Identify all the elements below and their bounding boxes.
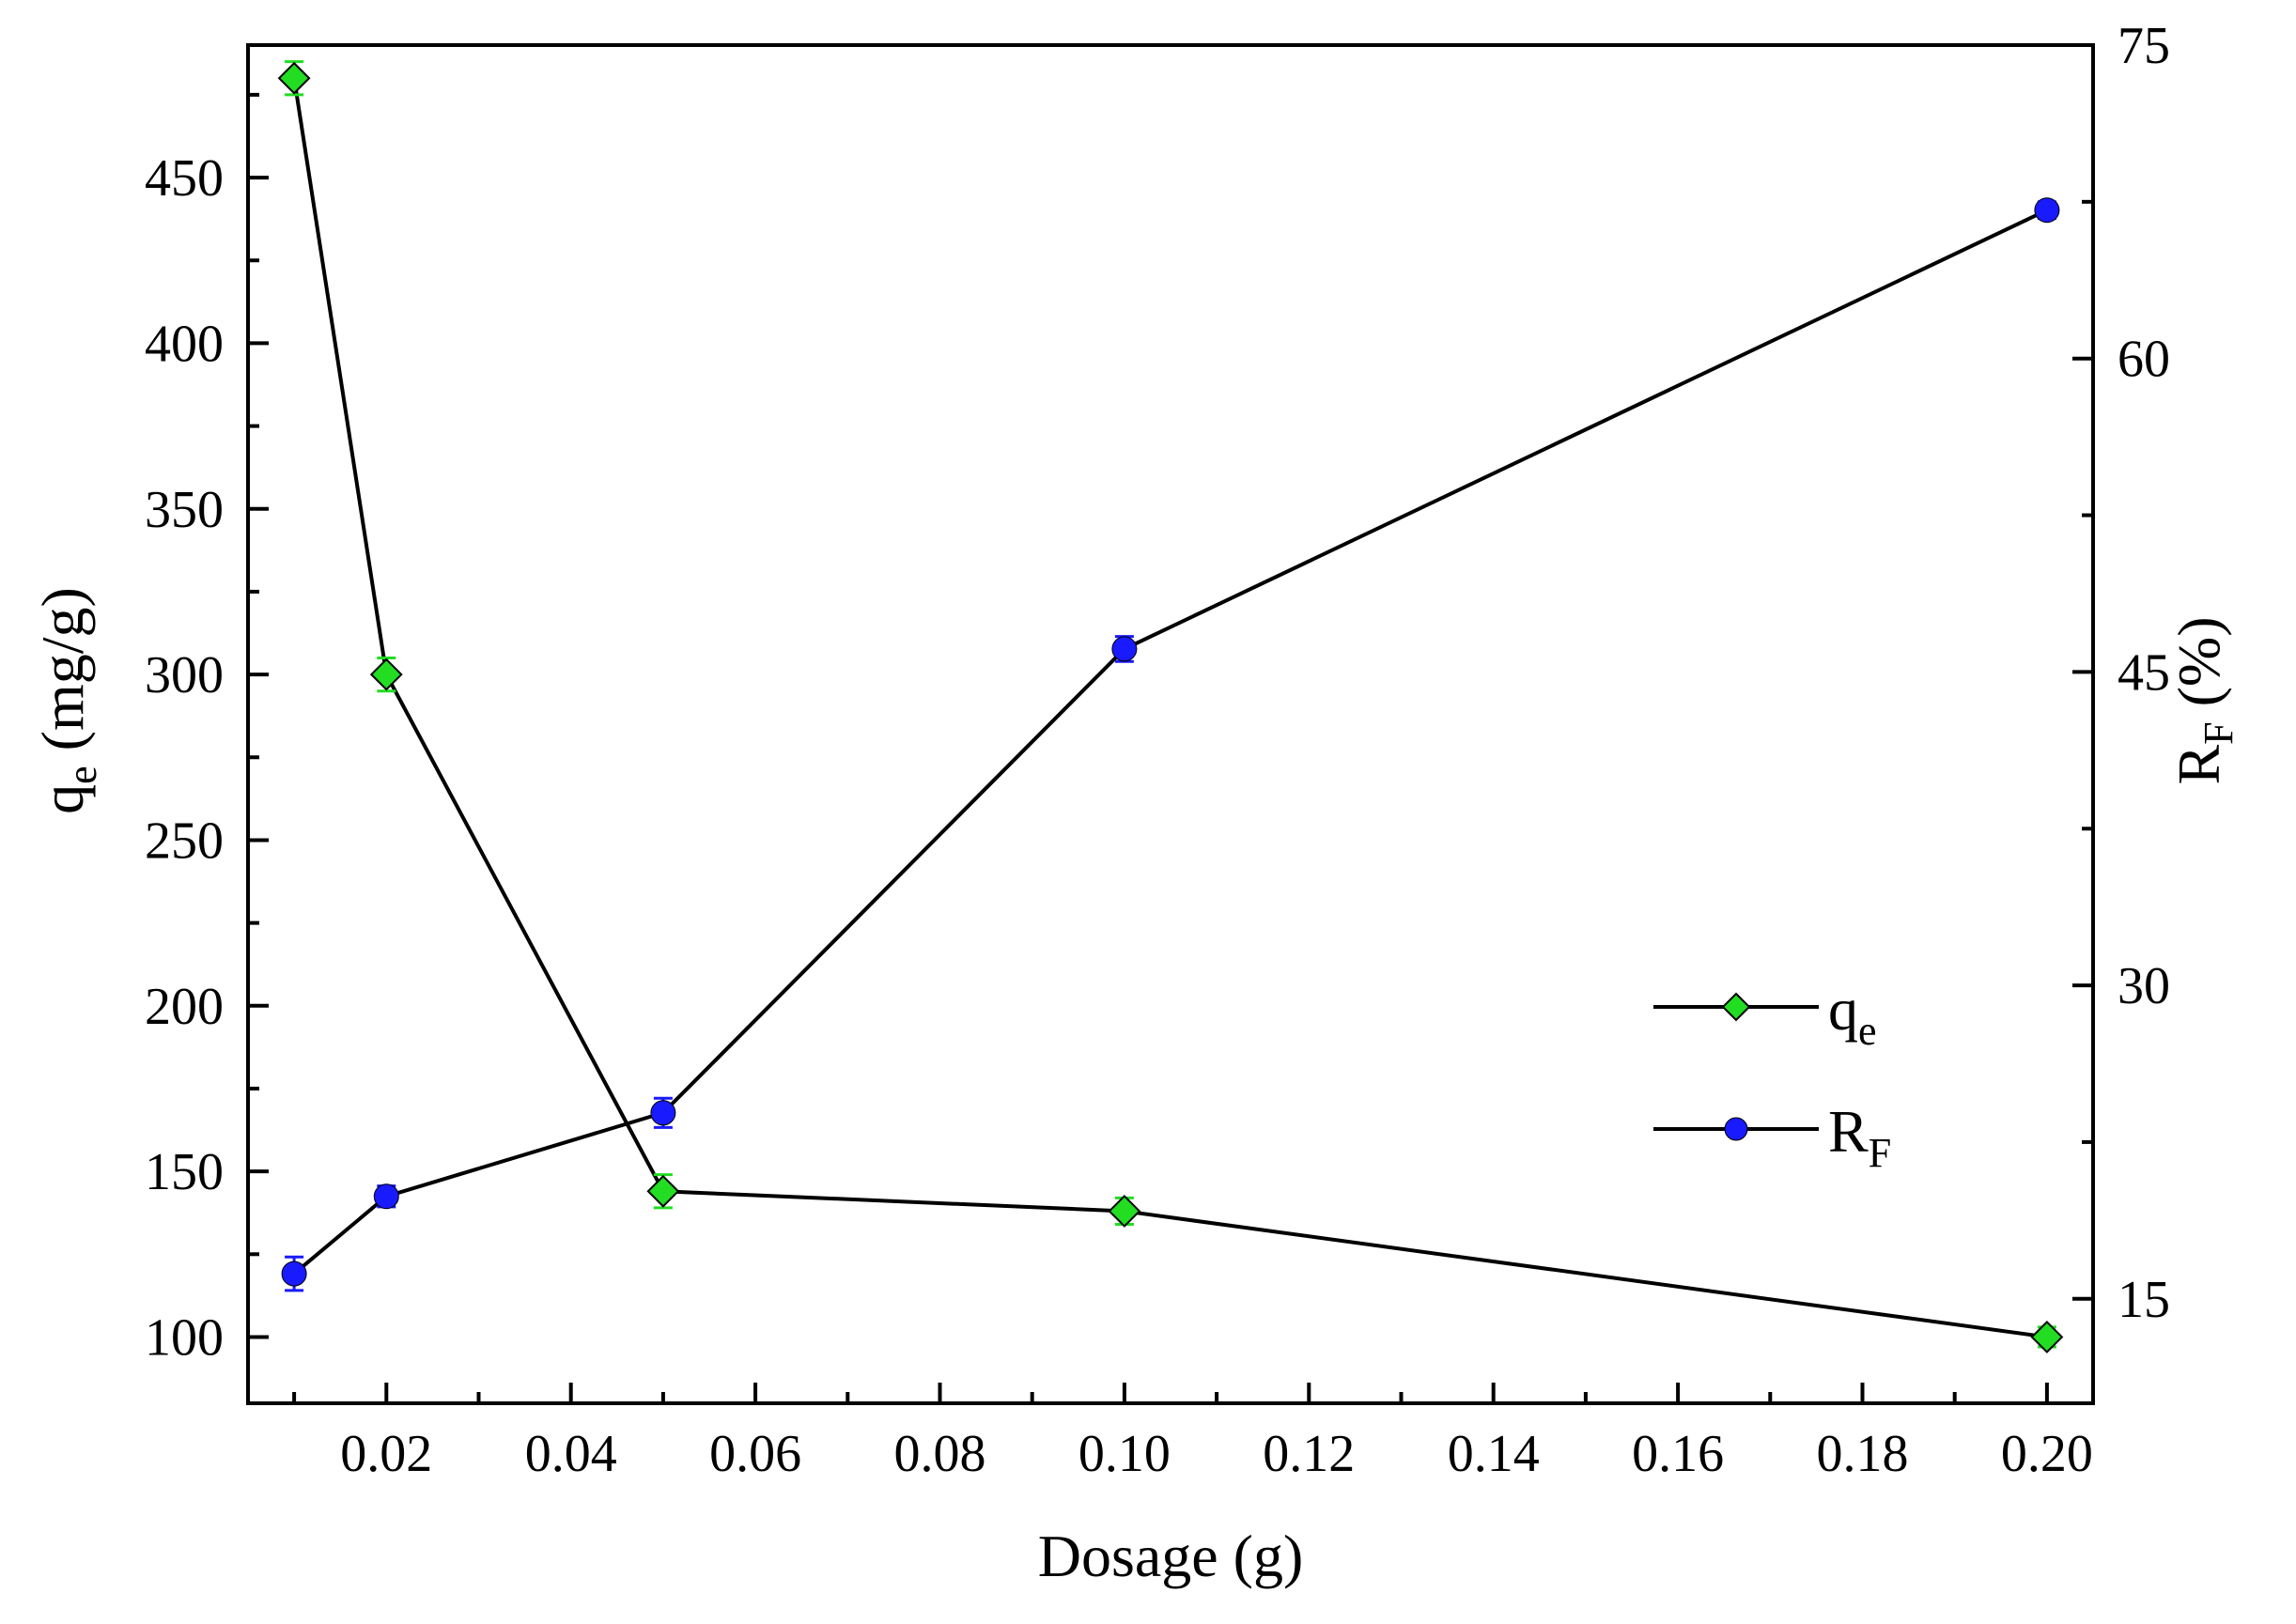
- left-y-tick-label: 250: [145, 812, 224, 870]
- x-tick-label: 0.10: [1078, 1425, 1171, 1483]
- right-y-tick-label: 15: [2118, 1271, 2170, 1329]
- right-y-tick-label: 45: [2118, 643, 2170, 702]
- left-y-tick-label: 300: [145, 646, 224, 704]
- left-y-axis-ticks: 100 150 200 250 300 350 400 450: [145, 92, 269, 1367]
- plot-frame: [246, 43, 2095, 1405]
- left-y-tick-label: 150: [145, 1143, 224, 1201]
- legend-label-qe: qe: [1828, 976, 1877, 1054]
- x-tick-label: 0.14: [1448, 1425, 1540, 1483]
- series-qe-point: [2030, 1321, 2064, 1353]
- legend-label-rf: RF: [1828, 1098, 1891, 1176]
- legend-label-qe-sub: e: [1858, 1008, 1877, 1054]
- right-y-axis-title: RF (%): [2165, 616, 2242, 784]
- legend-label-rf-main: R: [1828, 1098, 1869, 1165]
- right-y-axis-ticks: 15 30 45 60 75: [2072, 17, 2170, 1329]
- right-y-axis-title-main: R: [2165, 745, 2232, 785]
- series-rf-line: [292, 208, 2048, 1276]
- right-y-tick-label: 75: [2118, 17, 2170, 75]
- x-axis-ticks: 0.02 0.04 0.06 0.08 0.10 0.12 0.14 0.16 0.18 0.20: [292, 1383, 2093, 1483]
- left-y-axis-title-rest: (mg/g): [29, 587, 96, 766]
- series-qe-point: [1108, 1195, 1141, 1228]
- legend-label-rf-sub: F: [1869, 1130, 1891, 1176]
- series-qe-line: [292, 77, 2048, 1339]
- series-rf-point: [281, 1261, 307, 1287]
- left-y-tick-label: 450: [145, 149, 224, 208]
- x-tick-label: 0.06: [709, 1425, 801, 1483]
- legend-label-qe-main: q: [1828, 976, 1858, 1043]
- x-tick-label: 0.16: [1632, 1425, 1724, 1483]
- left-y-tick-label: 200: [145, 978, 224, 1036]
- x-tick-label: 0.12: [1263, 1425, 1355, 1483]
- left-y-tick-label: 100: [145, 1308, 224, 1367]
- x-tick-label: 0.20: [2001, 1425, 2093, 1483]
- left-y-axis-title-main: q: [29, 784, 96, 814]
- legend: qe RF: [1653, 976, 1891, 1176]
- left-y-axis-title: qe (mg/g): [29, 587, 105, 814]
- series-qe-point: [646, 1174, 680, 1208]
- series-rf-point: [1111, 636, 1138, 662]
- series-rf-point: [373, 1183, 399, 1210]
- x-tick-label: 0.04: [525, 1425, 617, 1483]
- legend-marker-diamond: [1721, 992, 1751, 1022]
- series-qe-point: [369, 657, 403, 691]
- right-y-tick-label: 30: [2118, 957, 2170, 1015]
- series-qe-point: [277, 61, 311, 95]
- x-tick-label: 0.02: [340, 1425, 432, 1483]
- series-rf-point: [2034, 197, 2060, 224]
- right-y-tick-label: 60: [2118, 331, 2170, 389]
- plot-axes: [246, 43, 2095, 1405]
- right-y-axis-title-rest: (%): [2165, 616, 2232, 721]
- x-tick-label: 0.18: [1817, 1425, 1909, 1483]
- series-rf-point: [650, 1100, 676, 1126]
- legend-item-rf: RF: [1653, 1098, 1891, 1176]
- series-group: [277, 60, 2064, 1353]
- right-y-axis-title-sub: F: [2195, 721, 2242, 744]
- x-tick-label: 0.08: [894, 1425, 986, 1483]
- x-axis-title: Dosage (g): [1038, 1523, 1304, 1589]
- left-y-tick-label: 350: [145, 481, 224, 539]
- left-y-tick-label: 400: [145, 315, 224, 373]
- legend-marker-circle: [1724, 1117, 1748, 1141]
- legend-item-qe: qe: [1653, 976, 1877, 1054]
- left-y-axis-title-sub: e: [59, 766, 105, 784]
